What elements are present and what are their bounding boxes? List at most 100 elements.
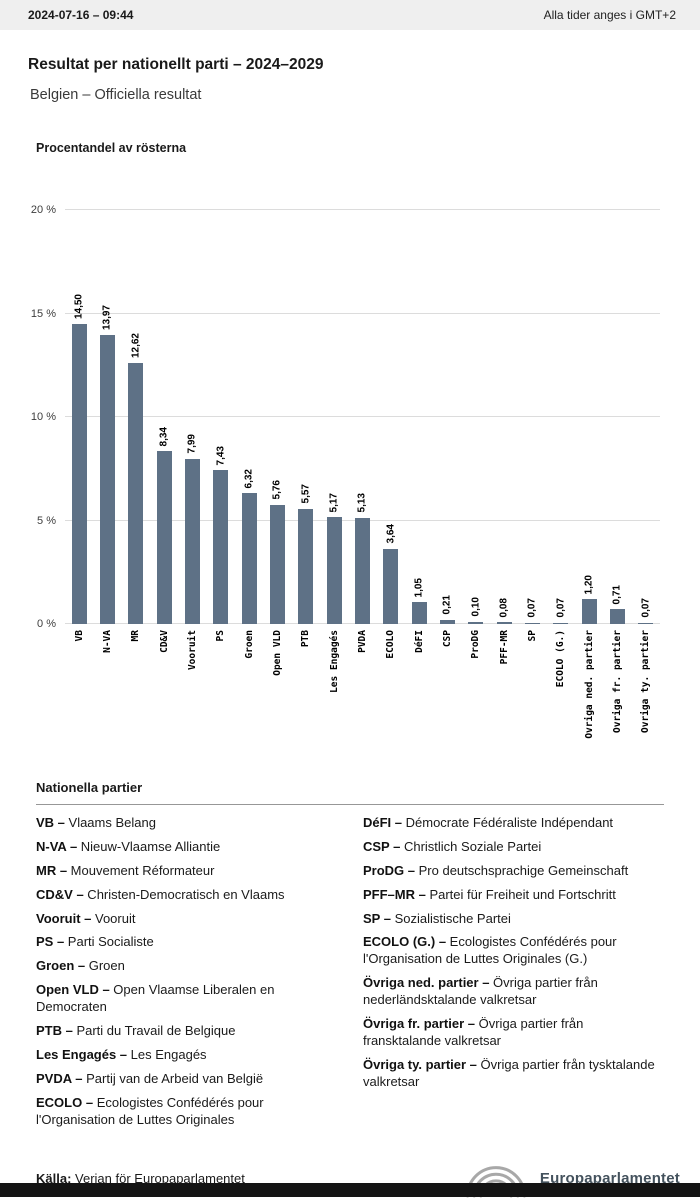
- x-tick-label: Groen: [243, 630, 255, 659]
- party-abbr: CD&V –: [36, 886, 84, 902]
- bar-value-label: 0,07: [555, 598, 567, 618]
- bar: [326, 516, 342, 624]
- party-item: DéFI – Démocrate Fédéraliste Indépendant: [363, 815, 664, 832]
- party-abbr: Groen –: [36, 958, 86, 974]
- party-columns: VB – Vlaams Belang N-VA – Nieuw-Vlaamse A…: [36, 808, 664, 1128]
- bar: [269, 504, 285, 624]
- y-tick-label: 20 %: [30, 204, 56, 216]
- bar-value-label: 0,08: [498, 597, 510, 618]
- x-tick-label: ProDG: [470, 630, 482, 659]
- x-tick-label: MR: [130, 630, 142, 642]
- parties-heading: Nationella partier: [36, 780, 143, 795]
- bar-column: 0,10: [462, 210, 490, 624]
- bar-column: 1,05: [405, 210, 433, 624]
- bar: [468, 621, 484, 624]
- bar-column: 5,76: [263, 210, 291, 624]
- x-tick-cell: Övriga ty. partier: [632, 630, 660, 764]
- bar-value-label: 12,62: [130, 332, 142, 358]
- party-name: Nieuw-Vlaamse Alliantie: [77, 838, 221, 854]
- bar: [524, 622, 540, 624]
- bar: [354, 517, 370, 624]
- chart-plot: 0 % 5 % 10 % 15 % 20 % 14,50 13,97 12,62 8,34 7,9…: [31, 204, 660, 630]
- x-tick-label: Övriga ned. partier: [583, 630, 595, 739]
- party-abbr: Övriga fr. partier –: [363, 1016, 475, 1032]
- party-item: N-VA – Nieuw-Vlaamse Alliantie: [36, 839, 337, 856]
- bar: [241, 493, 257, 624]
- party-item: PVDA – Partij van de Arbeid van België: [36, 1071, 337, 1088]
- x-tick-cell: ProDG: [462, 630, 490, 764]
- bar: [581, 599, 597, 624]
- bar-value-label: 0,07: [526, 598, 538, 618]
- party-name: Open Vlaamse Liberalen en Democraten: [36, 982, 275, 1015]
- party-abbr: Övriga ned. partier –: [363, 975, 490, 991]
- logo-wordmark: Europaparlamentet: [539, 1169, 680, 1187]
- x-tick-cell: N-VA: [93, 630, 121, 764]
- party-item: ECOLO – Ecologistes Confédérés pour l'Or…: [36, 1095, 337, 1129]
- party-item: Övriga ned. partier – Övriga partier frå…: [363, 975, 664, 1009]
- bar-value-label: 5,76: [271, 480, 283, 500]
- bar-value-label: 13,97: [101, 304, 113, 330]
- x-tick-label: PVDA: [356, 630, 368, 653]
- bar-value-label: 5,17: [328, 492, 340, 512]
- y-tick-label: 15 %: [30, 307, 56, 320]
- bar-column: 0,71: [603, 210, 631, 624]
- party-abbr: SP –: [363, 910, 391, 926]
- x-tick-label: Övriga fr. partier: [611, 630, 623, 733]
- party-abbr: Open VLD –: [36, 982, 110, 998]
- party-name: Partei für Freiheit und Fortschritt: [425, 886, 616, 902]
- bar: [184, 458, 200, 624]
- party-name: Mouvement Réformateur: [67, 862, 215, 878]
- party-abbr: ProDG –: [363, 862, 416, 878]
- bar-column: 12,62: [122, 210, 150, 624]
- bar-value-label: 7,43: [215, 445, 227, 466]
- party-item: Open VLD – Open Vlaamse Liberalen en Dem…: [36, 982, 337, 1016]
- bar-value-label: 1,05: [413, 577, 425, 598]
- x-tick-label: DéFI: [413, 630, 425, 653]
- party-abbr: Övriga ty. partier –: [363, 1056, 477, 1072]
- x-tick-label: CD&V: [158, 630, 170, 653]
- x-tick-cell: PS: [207, 630, 235, 764]
- bar-column: 5,17: [320, 210, 348, 624]
- bar-value-label: 6,32: [243, 468, 255, 489]
- y-tick-label: 0 %: [37, 618, 56, 630]
- x-tick-cell: SP: [518, 630, 546, 764]
- y-tick-label: 10 %: [30, 411, 56, 423]
- bar-value-label: 1,20: [583, 574, 595, 595]
- party-name: Démocrate Fédéraliste Indépendant: [402, 815, 614, 830]
- page-title: Resultat per nationellt parti – 2024–202…: [28, 56, 324, 73]
- party-name: Sozialistische Partei: [390, 910, 511, 926]
- x-tick-label: PFF-MR: [498, 630, 510, 665]
- party-abbr: N-VA –: [36, 838, 78, 854]
- party-item: ECOLO (G.) – Ecologistes Confédérés pour…: [363, 934, 664, 968]
- party-name: Vlaams Belang: [64, 815, 156, 830]
- bar-value-label: 0,21: [441, 595, 453, 615]
- datetime-label: 2024-07-16 – 09:44: [28, 8, 134, 22]
- party-abbr: PTB –: [36, 1023, 73, 1039]
- source-note: Källa: Verian för Europaparlamentet: [36, 1171, 245, 1186]
- bar-column: 5,13: [348, 210, 376, 624]
- party-name: Ecologistes Confédérés pour l'Organisati…: [36, 1094, 264, 1127]
- x-tick-cell: ECOLO: [377, 630, 405, 764]
- bar: [553, 622, 569, 624]
- x-tick-cell: PVDA: [348, 630, 376, 764]
- bar: [71, 323, 87, 624]
- party-item: SP – Sozialistische Partei: [363, 911, 664, 928]
- x-tick-cell: Övriga fr. partier: [603, 630, 631, 764]
- party-item: MR – Mouvement Réformateur: [36, 863, 337, 880]
- bar-column: 0,07: [518, 210, 546, 624]
- parties-col-left: VB – Vlaams Belang N-VA – Nieuw-Vlaamse A…: [36, 808, 337, 1128]
- bar-column: 3,64: [377, 210, 405, 624]
- bar-column: 0,21: [433, 210, 461, 624]
- x-tick-label: Vooruit: [186, 630, 198, 671]
- party-item: PS – Parti Socialiste: [36, 934, 337, 951]
- x-tick-label: CSP: [441, 630, 453, 648]
- party-name: Groen: [85, 958, 125, 974]
- bar-column: 8,34: [150, 210, 178, 624]
- x-tick-cell: CD&V: [150, 630, 178, 764]
- parties-section: Nationella partier VB – Vlaams Belang N-V…: [36, 780, 664, 1128]
- bar: [496, 622, 512, 624]
- parties-col-right: DéFI – Démocrate Fédéraliste Indépendant…: [363, 808, 664, 1128]
- bar: [128, 362, 144, 624]
- party-abbr: PFF–MR –: [363, 886, 426, 902]
- top-bar: 2024-07-16 – 09:44 Alla tider anges i GM…: [0, 0, 700, 30]
